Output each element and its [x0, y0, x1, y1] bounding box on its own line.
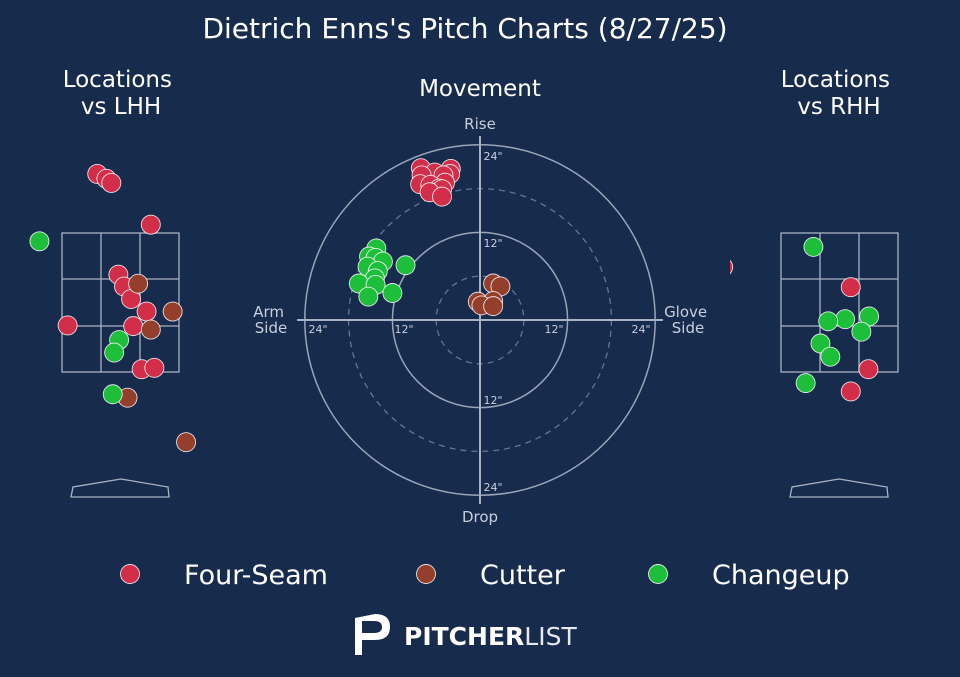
pitch-point-changeup [395, 255, 416, 276]
movement-panel-title: Movement [419, 76, 541, 102]
movement-axis-labels: Rise Drop Arm Side Glove Side [253, 115, 712, 526]
legend-marker [648, 564, 668, 584]
rhh-panel-title: Locations vs RHH [781, 67, 898, 120]
arm-side-line-1: Arm [253, 303, 284, 321]
pitch-point-cutter [140, 319, 161, 340]
ring-tick-label: 12" [483, 237, 502, 250]
pitch-point-cutter [128, 273, 149, 294]
pitch-point-changeup [382, 283, 403, 303]
rise-label: Rise [464, 115, 496, 133]
ring-tick-label: 12" [394, 323, 413, 336]
logo-word-light: LIST [524, 622, 577, 651]
pitch-point-changeup [795, 373, 816, 394]
pitch-point-fourseam [101, 173, 122, 193]
ring-tick-label: 24" [308, 323, 327, 336]
lhh-title-line-2: vs LHH [81, 94, 161, 120]
legend-label: Cutter [480, 560, 566, 591]
pitch-point-cutter [162, 301, 183, 322]
arm-side-label: Arm Side [253, 303, 289, 337]
pitch-point-changeup [29, 231, 50, 252]
legend: Four-Seam Cutter Changeup [120, 560, 850, 591]
page-title: Dietrich Enns's Pitch Charts (8/27/25) [202, 12, 727, 45]
pitch-point-changeup [820, 346, 841, 367]
arm-side-line-2: Side [255, 319, 287, 337]
pitch-point-fourseam [144, 357, 165, 378]
pitch-point-fourseam [858, 359, 879, 380]
rhh-title-line-1: Locations [781, 67, 890, 93]
pitch-point-cutter [483, 296, 504, 317]
logo-word-bold: PITCHER [404, 622, 524, 651]
ring-tick-label: 24" [483, 150, 502, 163]
pitch-point-changeup [803, 236, 824, 257]
pitch-point-changeup [818, 311, 839, 332]
pitch-point-fourseam [840, 277, 861, 298]
legend-marker [416, 564, 436, 584]
ring-tick-label: 24" [631, 323, 650, 336]
rhh-title-line-2: vs RHH [797, 94, 880, 120]
pitch-point-changeup [102, 384, 123, 405]
glove-side-label: Glove Side [664, 303, 712, 337]
svg-text:PITCHERLIST: PITCHERLIST [404, 622, 577, 651]
legend-label: Four-Seam [184, 560, 328, 591]
legend-label: Changeup [712, 560, 850, 591]
ring-tick-label: 12" [544, 323, 563, 336]
pitch-point-changeup [104, 342, 125, 363]
glove-side-line-2: Side [672, 319, 704, 337]
pitcherlist-p-icon [355, 614, 390, 655]
legend-marker [120, 564, 140, 584]
glove-side-line-1: Glove [664, 303, 707, 321]
lhh-home-plate [70, 478, 170, 498]
movement-grid: 24" 12" 12" 24" 24" 12" 12" 24" [297, 136, 663, 504]
pitch-point-changeup [851, 321, 872, 342]
drop-label: Drop [462, 508, 498, 526]
pitch-point-fourseam [57, 315, 78, 336]
pitch-point-cutter [176, 432, 197, 453]
pitch-point-changeup [835, 309, 856, 330]
pitch-point-fourseam [432, 186, 452, 207]
lhh-title-line-1: Locations [63, 67, 172, 93]
pitch-point-changeup [358, 286, 379, 307]
pitch-points [29, 158, 880, 453]
ring-tick-label: 24" [483, 481, 502, 494]
pitch-point-fourseam [136, 301, 157, 322]
pitch-point-fourseam [123, 316, 144, 337]
lhh-panel-title: Locations vs LHH [63, 67, 180, 120]
pitcherlist-logo: PITCHERLIST [355, 614, 577, 655]
ring-tick-label: 12" [483, 394, 502, 407]
pitch-point-fourseam [730, 259, 734, 275]
pitch-point-fourseam [840, 381, 861, 402]
rhh-strike-zone [780, 232, 899, 373]
pitch-point-fourseam [140, 214, 161, 235]
rhh-home-plate [789, 478, 889, 498]
